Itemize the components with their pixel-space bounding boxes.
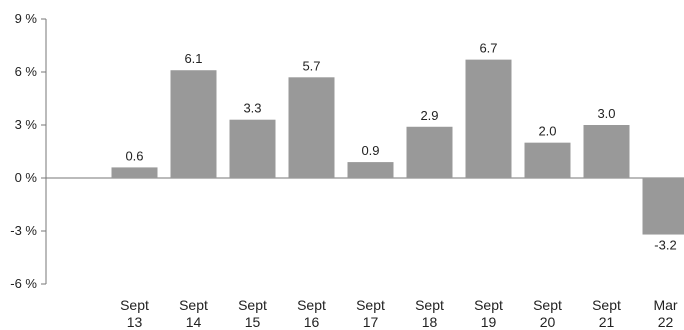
bar-data-label: -3.2 xyxy=(654,238,676,253)
bar xyxy=(347,162,394,178)
y-tick-label: 6 % xyxy=(15,64,38,79)
x-category-label-line2: 22 xyxy=(658,314,674,330)
y-tick-label: -6 % xyxy=(10,276,37,291)
chart-axes: 9 % 6 % 3 % 0 % -3 % -6 % xyxy=(10,11,684,291)
bar-data-label: 5.7 xyxy=(302,58,320,73)
x-category-label-line1: Mar xyxy=(653,297,677,313)
bar xyxy=(583,125,630,178)
x-category-label-line2: 14 xyxy=(186,314,202,330)
bar-data-label: 0.9 xyxy=(361,143,379,158)
bar-data-label: 2.9 xyxy=(420,108,438,123)
bar-data-label: 2.0 xyxy=(538,124,556,139)
x-category-label-line1: Sept xyxy=(415,297,444,313)
x-category-label-line2: 19 xyxy=(481,314,497,330)
bar xyxy=(170,70,217,178)
x-category-label-line2: 13 xyxy=(127,314,143,330)
y-tick-label: 9 % xyxy=(15,11,38,26)
bar xyxy=(229,119,276,178)
x-category-label-line2: 21 xyxy=(599,314,615,330)
bar-data-label: 6.7 xyxy=(479,41,497,56)
bar-data-label: 0.6 xyxy=(125,148,143,163)
bar xyxy=(465,59,512,179)
x-category-label-line1: Sept xyxy=(120,297,149,313)
x-category-label-line1: Sept xyxy=(592,297,621,313)
x-category-label-line2: 15 xyxy=(245,314,261,330)
bar xyxy=(288,77,335,178)
x-category-label-line1: Sept xyxy=(297,297,326,313)
x-category-label-line2: 16 xyxy=(304,314,320,330)
bar xyxy=(642,178,684,235)
x-category-label-line1: Sept xyxy=(474,297,503,313)
x-category-label-line2: 18 xyxy=(422,314,438,330)
bar-data-label: 6.1 xyxy=(184,51,202,66)
bar xyxy=(524,142,571,178)
x-category-label-line1: Sept xyxy=(533,297,562,313)
x-category-label-line2: 17 xyxy=(363,314,379,330)
bar xyxy=(406,126,453,178)
x-category-label-line1: Sept xyxy=(356,297,385,313)
chart-labels: 0.6Sept136.1Sept143.3Sept155.7Sept160.9S… xyxy=(120,41,678,330)
y-tick-label: 3 % xyxy=(15,117,38,132)
bar xyxy=(111,167,158,178)
x-category-label-line1: Sept xyxy=(179,297,208,313)
x-category-label-line2: 20 xyxy=(540,314,556,330)
y-tick-label: 0 % xyxy=(15,170,38,185)
bar-data-label: 3.3 xyxy=(243,101,261,116)
y-tick-label: -3 % xyxy=(10,223,37,238)
chart-bars xyxy=(111,59,684,235)
x-category-label-line1: Sept xyxy=(238,297,267,313)
bar-data-label: 3.0 xyxy=(597,106,615,121)
